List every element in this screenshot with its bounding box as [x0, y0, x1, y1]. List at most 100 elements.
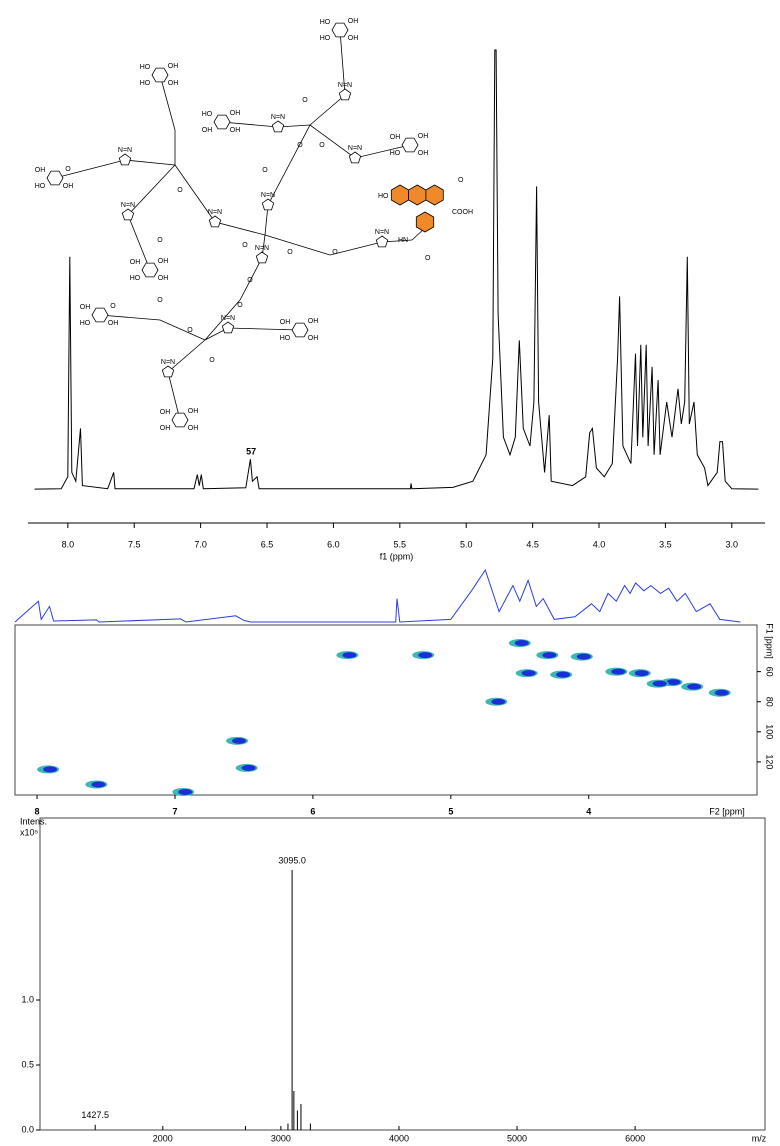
atom-label: HN [398, 237, 408, 244]
x-tick-label: 3.0 [726, 539, 739, 549]
atom-label: N=N [118, 147, 132, 154]
atom-label: HO [202, 111, 213, 118]
atom-label: OH [308, 335, 319, 342]
atom-label: O [262, 167, 268, 174]
x-tick-label: 5 [448, 806, 453, 816]
cross-peak [342, 652, 357, 659]
triazole-ring [255, 251, 269, 264]
atom-label: HO [320, 19, 331, 26]
cross-peak [178, 788, 193, 795]
plot-frame [14, 624, 758, 796]
x-tick-label: 5.5 [394, 539, 407, 549]
sugar-ring [331, 22, 349, 38]
atom-label: O [287, 249, 293, 256]
triazole-ring [348, 151, 362, 164]
atom-label: O [332, 249, 338, 256]
cross-peak [491, 698, 506, 705]
atom-label: OH [202, 127, 213, 134]
atom-label: OH [308, 318, 319, 325]
triazole-ring [221, 321, 235, 334]
atom-label: N=N [255, 245, 269, 252]
atom-label: HO [378, 193, 389, 200]
peak-label: 1427.5 [81, 1110, 109, 1120]
y-tick-label: 120 [765, 754, 775, 769]
cross-peak [714, 689, 729, 696]
cross-peak [687, 683, 702, 690]
x-tick-label: 6 [310, 806, 315, 816]
atom-label: HO [140, 64, 151, 71]
y-tick-label: 100 [765, 724, 775, 739]
atom-label: O [297, 142, 303, 149]
atom-label: N=N [375, 229, 389, 236]
triazole-ring [161, 365, 175, 378]
x-tick-label: 3000 [271, 1133, 291, 1143]
y-tick-label: 0.0 [21, 1124, 34, 1134]
atom-label: O [247, 277, 253, 284]
atom-label: OH [188, 425, 199, 432]
x-tick-label: 7.0 [194, 539, 207, 549]
atom-label: OH [280, 319, 291, 326]
atom-label: OH [130, 259, 141, 266]
atom-label: OH [80, 304, 91, 311]
bond [174, 164, 266, 236]
atom-label: N=N [221, 315, 235, 322]
y-axis-label: F1 [ppm] [765, 623, 775, 659]
atom-label: N=N [261, 192, 275, 199]
atom-label: OH [158, 275, 169, 282]
triazole-ring [375, 235, 389, 248]
atom-label: OH [108, 320, 119, 327]
cross-peak [91, 781, 106, 788]
x-axis-label: f1 (ppm) [380, 551, 414, 561]
atom-label: HO [80, 320, 91, 327]
cross-peak [556, 671, 571, 678]
cross-peak [666, 679, 681, 686]
cross-peak [634, 670, 649, 677]
bond [54, 159, 176, 179]
atom-label: N=N [348, 145, 362, 152]
x-tick-label: 7.5 [128, 539, 141, 549]
atom-label: HO [140, 80, 151, 87]
atom-label: O [237, 302, 243, 309]
x-tick-label: 4000 [389, 1133, 409, 1143]
annotation: 57 [246, 446, 256, 456]
atom-label: OH [158, 258, 169, 265]
x-tick-label: 8 [35, 806, 40, 816]
triazole-ring [118, 153, 132, 166]
sugar-ring [171, 412, 189, 428]
bond [309, 29, 346, 126]
atom-label: N=N [208, 209, 222, 216]
sugar-ring [291, 322, 309, 338]
fluorescein-ring [390, 184, 410, 206]
x-axis-label: F2 [ppm] [709, 806, 745, 816]
x-tick-label: 5.0 [460, 539, 473, 549]
triazole-ring [121, 208, 135, 221]
atom-label: OH [418, 150, 429, 157]
atom-label: HO [130, 275, 141, 282]
atom-label: OH [230, 127, 241, 134]
x-tick-label: 3.5 [659, 539, 672, 549]
atom-label: O [302, 97, 308, 104]
bond [167, 339, 206, 421]
x-tick-label: 7 [172, 806, 177, 816]
bond [159, 74, 176, 165]
bond [127, 164, 176, 271]
y-tick-label: 0.5 [21, 1059, 34, 1069]
cross-peak [542, 652, 557, 659]
fluorescein-ring [408, 184, 427, 206]
x-axis-label: m/z [752, 1133, 767, 1143]
spectrum-line [34, 49, 759, 490]
cross-peak [241, 764, 256, 771]
atom-label: OH [348, 35, 359, 42]
atom-label: N=N [161, 359, 175, 366]
atom-label: HO [35, 183, 46, 190]
atom-label: OH [230, 110, 241, 117]
x-tick-label: 6.0 [327, 539, 340, 549]
atom-label: N=N [121, 202, 135, 209]
atom-label: O [110, 303, 116, 310]
sugar-ring [151, 67, 169, 83]
x-tick-label: 4.0 [593, 539, 606, 549]
bond [264, 234, 413, 256]
cross-peak [43, 766, 58, 773]
bond [204, 234, 266, 341]
